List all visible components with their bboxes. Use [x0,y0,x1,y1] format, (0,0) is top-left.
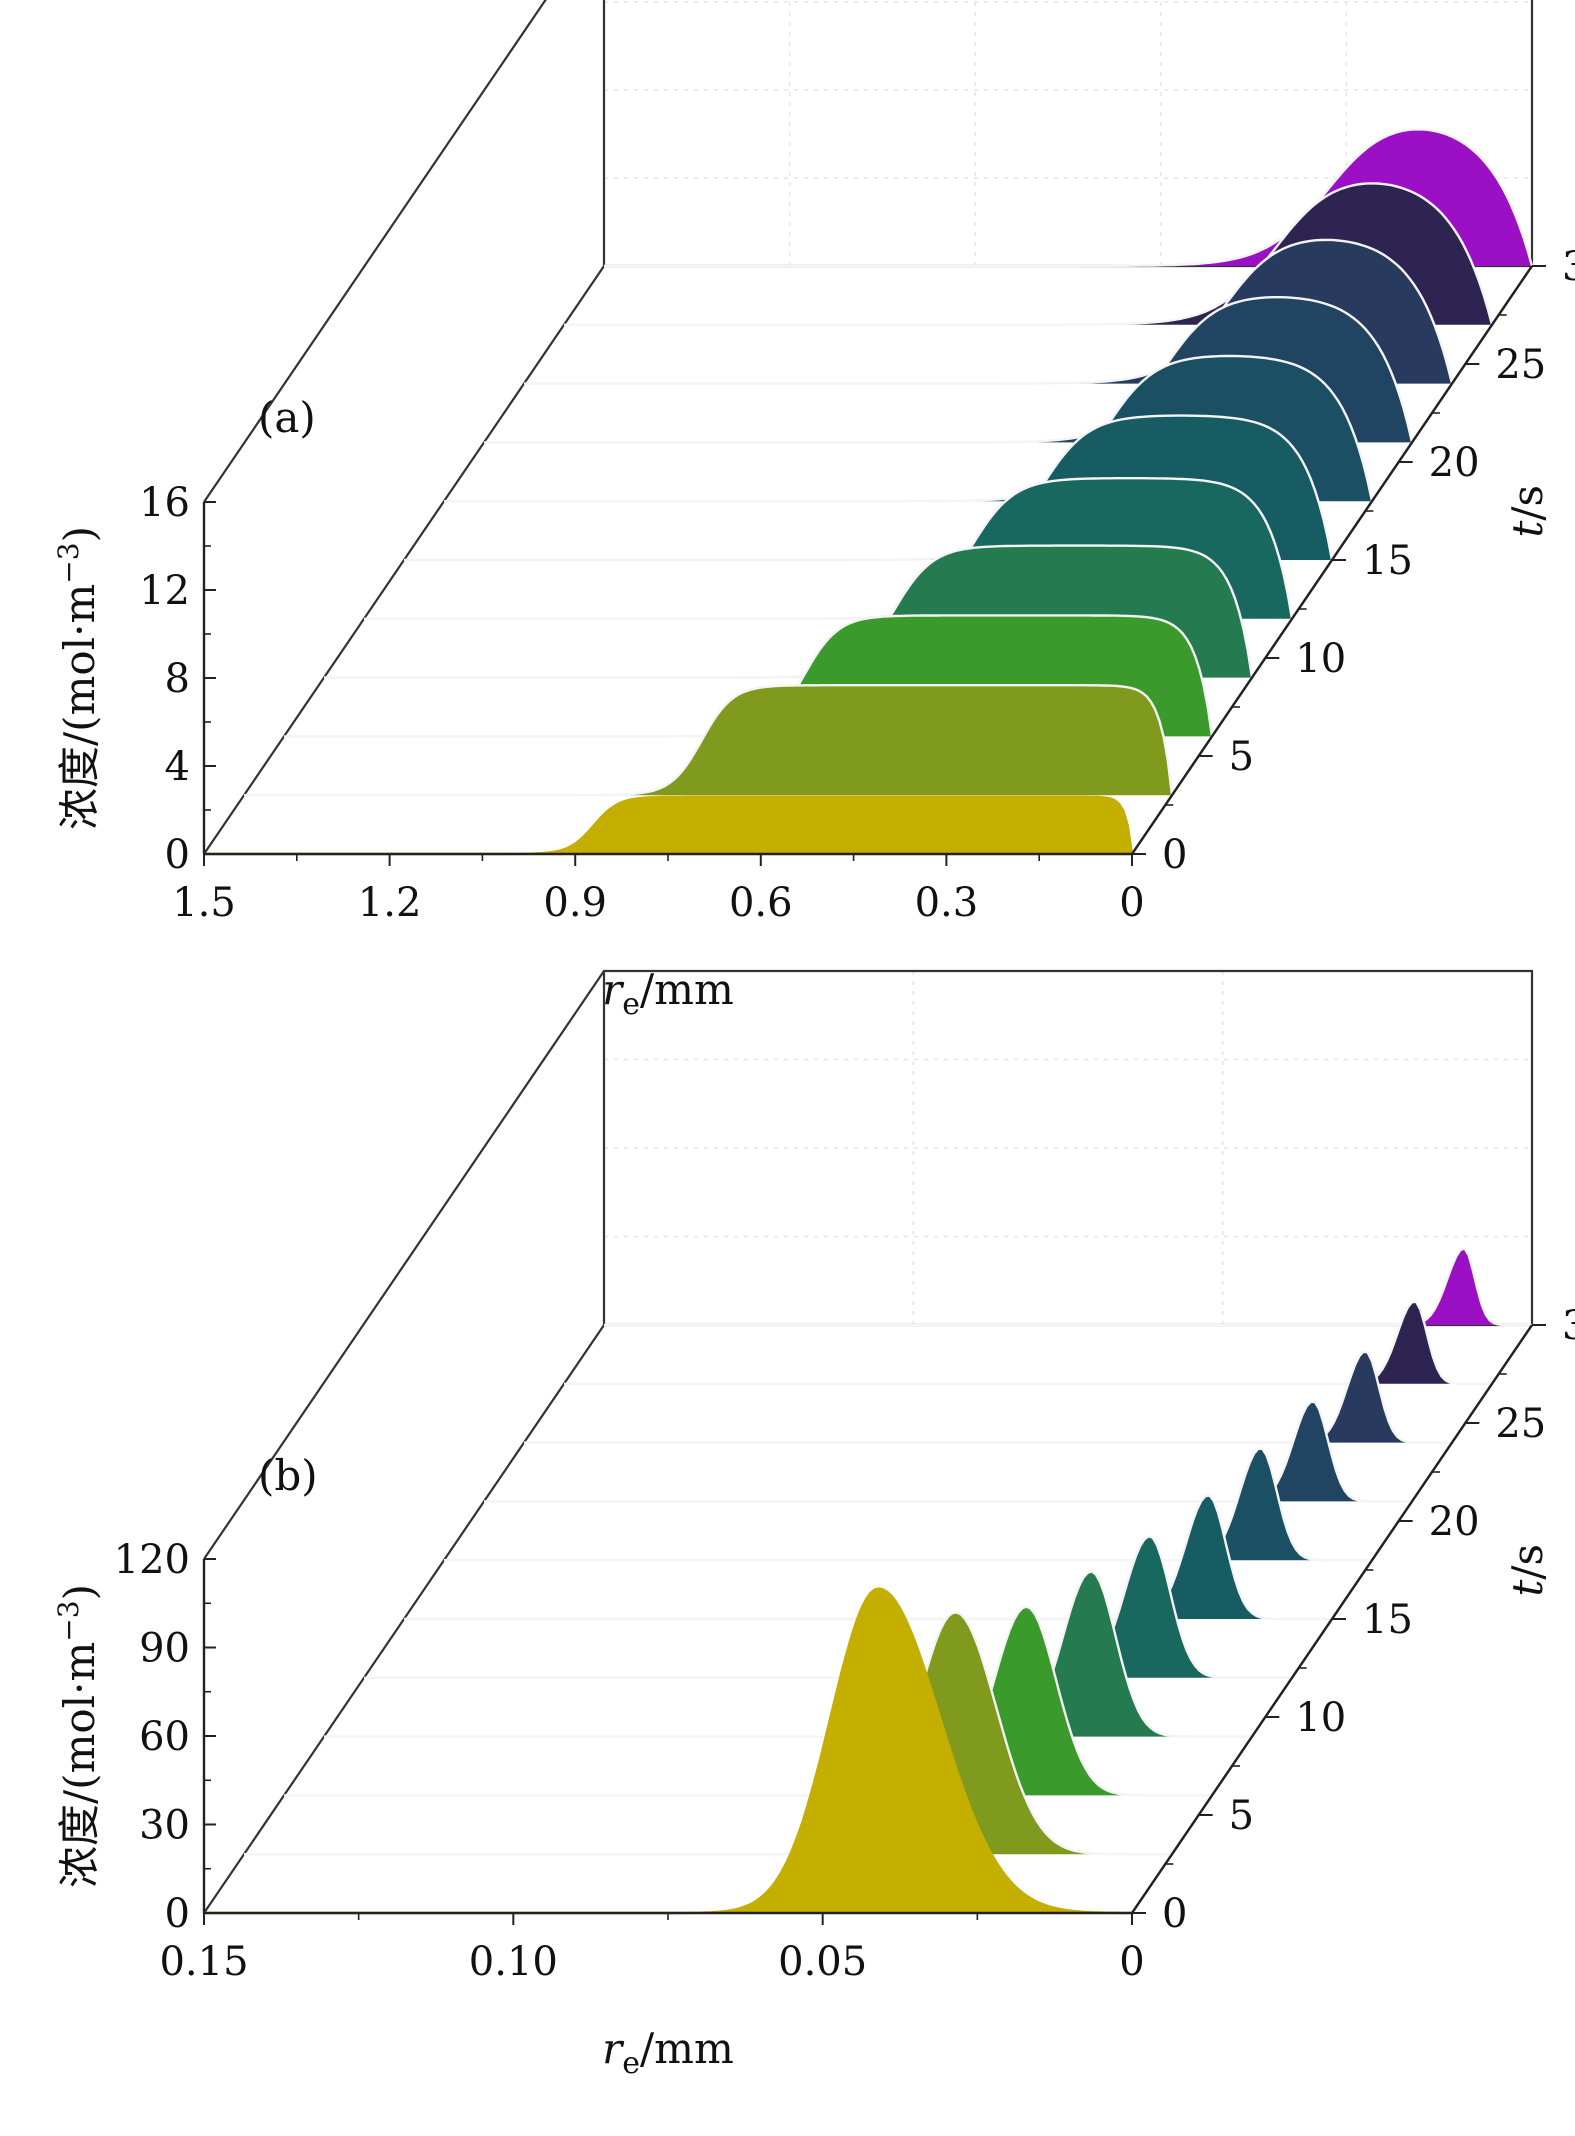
t-tick-label: 5 [1229,1793,1254,1839]
t-tick-label: 0 [1162,832,1187,878]
panel-label: (a) [258,393,316,442]
x-axis-label: re/mm [602,965,734,1022]
series-line-t6 [284,1605,1212,1797]
y-tick-label: 60 [139,1714,190,1760]
y-axis-label-text: 浓度/(mol·m [55,1642,104,1888]
t-tick-label: 25 [1495,342,1546,388]
x-axis-label-sub: e [622,987,640,1022]
t-tick-label: 30 [1562,1303,1575,1349]
series-line-t12 [364,1534,1292,1679]
y-axis-label: 浓度/(mol·m−3) [52,526,104,830]
series-line-t15 [404,414,1334,562]
y-axis-label-close: ) [55,1584,104,1600]
t-tick-label: 15 [1362,538,1413,584]
panel-b-chart: 03060901200.150.100.050051015202530re/mm… [52,969,1575,2081]
panel-a-chart: 04812161.51.20.90.60.30051015202530re/mm… [52,0,1575,1022]
y-tick-label: 4 [165,744,190,790]
series-area-t30 [604,1248,1532,1325]
series-area-t24 [524,1351,1452,1443]
axes: 03060901200.150.100.050051015202530re/mm… [52,1303,1575,2081]
series-area-t18 [444,1448,1372,1561]
t-axis-label: t/s [1503,485,1552,538]
series-line-t30 [604,1246,1532,1327]
t-tick-label: 10 [1295,1695,1346,1741]
t-tick-label: 20 [1429,440,1480,486]
t-axis-label: t/s [1503,1544,1552,1597]
series-line-t27 [564,182,1494,326]
x-tick-label: 0.9 [543,880,607,926]
x-tick-label: 0 [1119,1939,1144,1985]
series-area-t0 [204,1588,1132,1913]
y-axis-label-close: ) [55,526,104,542]
x-tick-label: 0.15 [159,1939,248,1985]
series-area-t3 [244,685,1172,796]
y-tick-label: 16 [139,480,190,526]
y-tick-label: 8 [165,656,190,702]
series-area-t15 [404,1495,1332,1619]
panel-label: (b) [258,1451,318,1500]
y-tick-label: 90 [139,1626,190,1672]
y-tick-label: 0 [165,1891,190,1937]
box-outline [203,969,1534,1914]
t-tick-label: 25 [1495,1401,1546,1447]
x-tick-label: 0 [1119,880,1144,926]
t-tick-label: 20 [1429,1499,1480,1545]
series-area-t9 [324,1571,1252,1737]
x-axis-label-unit: /mm [640,965,734,1014]
series-line-t12 [364,477,1294,620]
x-axis-label-var: r [602,965,625,1014]
series-line-t3 [244,684,1174,797]
x-axis-label-var: r [602,2024,625,2073]
x-tick-label: 0.10 [469,1939,558,1985]
y-tick-label: 0 [165,832,190,878]
x-tick-label: 0.3 [915,880,979,926]
series-line-t18 [444,354,1374,503]
box-outline [203,0,1534,855]
y-axis-label-sup: −3 [52,542,85,583]
ribbons [204,1246,1532,1915]
series-area-t0 [204,796,1132,854]
series-line-t9 [324,1570,1252,1738]
series-line-t30 [604,128,1534,268]
t-tick-label: 5 [1229,734,1254,780]
series-line-t24 [524,238,1454,385]
series-area-t12 [364,1536,1292,1678]
series-line-t9 [324,544,1254,679]
series-line-t3 [244,1611,1172,1856]
series-line-t21 [484,296,1414,444]
x-axis-label: re/mm [602,2024,734,2081]
x-tick-label: 0.05 [778,1939,867,1985]
t-tick-label: 0 [1162,1891,1187,1937]
y-axis-label-sup: −3 [52,1600,85,1641]
x-tick-label: 0.6 [729,880,793,926]
x-axis-label-sub: e [622,2046,640,2081]
x-tick-label: 1.2 [358,880,422,926]
axes: 04812161.51.20.90.60.30051015202530re/mm… [52,244,1575,1022]
t-tick-label: 30 [1562,244,1575,290]
t-axis-label-var: t [1503,1580,1552,1597]
t-axis-label-unit: /s [1503,1544,1552,1580]
series-area-t27 [564,1301,1492,1384]
y-axis-label: 浓度/(mol·m−3) [52,1584,104,1888]
x-tick-label: 1.5 [172,880,236,926]
t-tick-label: 15 [1362,1597,1413,1643]
x-axis-label-unit: /mm [640,2024,734,2073]
t-axis-label-var: t [1503,521,1552,538]
ribbons [204,128,1534,856]
y-tick-label: 30 [139,1803,190,1849]
t-axis-label-unit: /s [1503,485,1552,521]
t-tick-label: 10 [1295,636,1346,682]
y-axis-label-text: 浓度/(mol·m [55,584,104,830]
y-tick-label: 12 [139,568,190,614]
series-line-t27 [564,1300,1492,1385]
y-tick-label: 120 [114,1537,190,1583]
